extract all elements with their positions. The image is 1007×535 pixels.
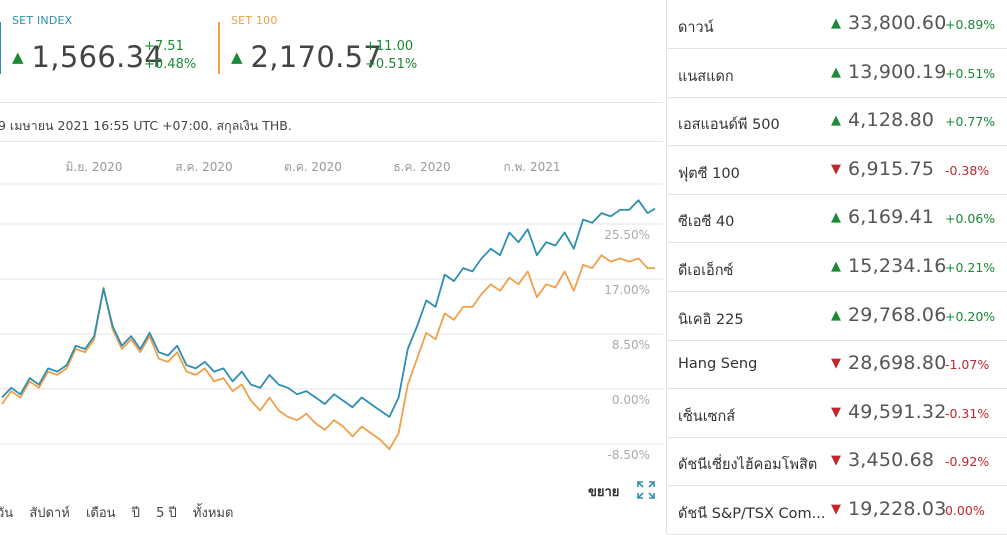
market-change: +0.06% <box>945 211 996 227</box>
market-change: 0.00% <box>945 503 985 518</box>
market-change: -1.07% <box>945 357 990 373</box>
x-tick-label: ส.ค. 2020 <box>175 160 232 174</box>
market-name: ดาวน์ <box>678 20 714 36</box>
market-change: -0.31% <box>945 405 990 421</box>
market-value: 3,450.68 <box>848 449 935 472</box>
expand-icon[interactable] <box>636 480 656 500</box>
up-arrow-icon: ▲ <box>831 64 841 80</box>
set100-change: +11.00 <box>365 39 414 54</box>
down-arrow-icon: ▼ <box>831 356 841 372</box>
up-arrow-icon: ▲ <box>12 48 24 66</box>
market-row[interactable]: เซ็นเซกส์ ▼ 49,591.32 -0.31% <box>667 389 1007 438</box>
market-value: 19,228.03 <box>848 498 947 520</box>
market-row[interactable]: ฟุตซี 100 ▼ 6,915.75 -0.38% <box>667 146 1007 195</box>
market-value: 13,900.19 <box>848 60 947 83</box>
timeframe-week[interactable]: สัปดาห์ <box>29 506 70 521</box>
timeframe-selector: วัน สัปดาห์ เดือน ปี 5 ปี ทั้งหมด <box>0 502 245 523</box>
as-of-note: 9 เมษายน 2021 16:55 UTC +07:00. สกุลเงิน… <box>0 118 292 133</box>
timeframe-5-year[interactable]: 5 ปี <box>156 506 177 521</box>
market-name: ดัชนี S&P/TSX Com... <box>678 506 826 522</box>
up-arrow-icon: ▲ <box>831 16 841 31</box>
up-arrow-icon: ▲ <box>231 48 243 66</box>
set100-value: 2,170.57 <box>250 40 383 74</box>
y-tick-label: 8.50% <box>612 338 650 352</box>
set-index-color-bar <box>0 22 1 74</box>
up-arrow-icon: ▲ <box>831 113 841 129</box>
market-change: +0.77% <box>945 114 996 130</box>
market-change: +0.89% <box>945 17 996 32</box>
market-change: -0.92% <box>945 454 990 470</box>
market-change: +0.51% <box>945 65 996 81</box>
expand-button[interactable]: ขยาย <box>588 485 620 500</box>
market-row[interactable]: ดาวน์ ▲ 33,800.60 +0.89% <box>667 0 1007 49</box>
down-arrow-icon: ▼ <box>831 453 841 469</box>
world-markets-list: ดาวน์ ▲ 33,800.60 +0.89% แนสแดก ▲ 13,900.19 +0.… <box>667 0 1007 535</box>
market-value: 29,768.06 <box>848 303 947 326</box>
market-value: 6,169.41 <box>848 206 935 229</box>
timeframe-month[interactable]: เดือน <box>85 506 116 521</box>
x-tick-label: ต.ค. 2020 <box>284 160 342 174</box>
set100-series-line <box>1 254 655 451</box>
market-row[interactable]: Hang Seng ▼ 28,698.80 -1.07% <box>667 340 1007 390</box>
market-name: ซีเอซี 40 <box>678 214 735 231</box>
market-row[interactable]: นิเคอิ 225 ▲ 29,768.06 +0.20% <box>667 292 1007 341</box>
market-row[interactable]: ดัชนี S&P/TSX Com... ▼ 19,228.03 0.00% <box>667 486 1007 535</box>
up-arrow-icon: ▲ <box>831 307 841 323</box>
y-tick-label: 25.50% <box>604 228 650 242</box>
timeframe-day[interactable]: วัน <box>0 506 14 521</box>
up-arrow-icon: ▲ <box>831 210 841 226</box>
set-index-series-line <box>1 199 656 418</box>
down-arrow-icon: ▼ <box>831 161 841 177</box>
set-index-change-pct: +0.48% <box>144 57 197 72</box>
market-name: ดัชนีเซี่ยงไฮ้คอมโพสิต <box>678 457 818 474</box>
down-arrow-icon: ▼ <box>831 502 841 517</box>
set-index-value: 1,566.34 <box>31 40 164 74</box>
set100-color-bar <box>218 22 220 74</box>
market-name: ฟุตซี 100 <box>678 165 740 182</box>
market-row[interactable]: ดีเอเอ็กซ์ ▲ 15,234.16 +0.21% <box>667 243 1007 292</box>
market-row[interactable]: แนสแดก ▲ 13,900.19 +0.51% <box>667 49 1007 98</box>
divider <box>0 102 663 103</box>
market-value: 4,128.80 <box>848 109 935 132</box>
x-tick-label: ธ.ค. 2020 <box>393 160 450 174</box>
market-row[interactable]: เอสแอนด์พี 500 ▲ 4,128.80 +0.77% <box>667 97 1007 147</box>
market-name: Hang Seng <box>678 356 758 373</box>
divider <box>0 141 663 142</box>
index-chart-panel: SET INDEX ▲ 1,566.34 +7.51 +0.48% SET 10… <box>0 14 663 523</box>
market-value: 33,800.60 <box>848 12 947 34</box>
market-name: นิเคอิ 225 <box>678 311 744 328</box>
timeframe-all[interactable]: ทั้งหมด <box>192 506 234 521</box>
timeframe-year[interactable]: ปี <box>131 506 140 521</box>
market-name: แนสแดก <box>678 68 734 85</box>
y-tick-label: -8.50% <box>608 448 650 462</box>
set100-name: SET 100 <box>231 14 278 27</box>
up-arrow-icon: ▲ <box>831 259 841 274</box>
market-value: 6,915.75 <box>848 157 935 180</box>
x-tick-label: มิ.ย. 2020 <box>66 160 123 174</box>
set-index-name: SET INDEX <box>12 14 73 27</box>
market-change: +0.20% <box>945 308 996 324</box>
market-change: -0.38% <box>945 162 990 178</box>
y-tick-label: 0.00% <box>612 393 650 407</box>
market-row[interactable]: ซีเอซี 40 ▲ 6,169.41 +0.06% <box>667 194 1007 244</box>
market-value: 49,591.32 <box>848 400 947 423</box>
market-name: ดีเอเอ็กซ์ <box>678 263 734 279</box>
set-index-change: +7.51 <box>144 39 184 54</box>
index-line-chart[interactable]: มิ.ย. 2020 ส.ค. 2020 ต.ค. 2020 ธ.ค. 2020 ก.พ… <box>0 150 663 475</box>
down-arrow-icon: ▼ <box>831 404 841 420</box>
market-name: เซ็นเซกส์ <box>678 408 736 425</box>
market-name: เอสแอนด์พี 500 <box>678 117 780 134</box>
set-index-quote[interactable]: SET INDEX ▲ 1,566.34 +7.51 +0.48% <box>12 14 196 74</box>
market-row[interactable]: ดัชนีเซี่ยงไฮ้คอมโพสิต ▼ 3,450.68 -0.92% <box>667 437 1007 487</box>
market-value: 28,698.80 <box>848 352 947 375</box>
x-tick-label: ก.พ. 2021 <box>503 160 560 174</box>
set100-change-pct: +0.51% <box>365 57 418 72</box>
market-value: 15,234.16 <box>848 255 947 277</box>
panel-divider <box>666 0 667 534</box>
market-change: +0.21% <box>945 260 996 275</box>
y-tick-label: 17.00% <box>604 283 650 297</box>
set100-quote[interactable]: SET 100 ▲ 2,170.57 +11.00 +0.51% <box>231 14 417 74</box>
